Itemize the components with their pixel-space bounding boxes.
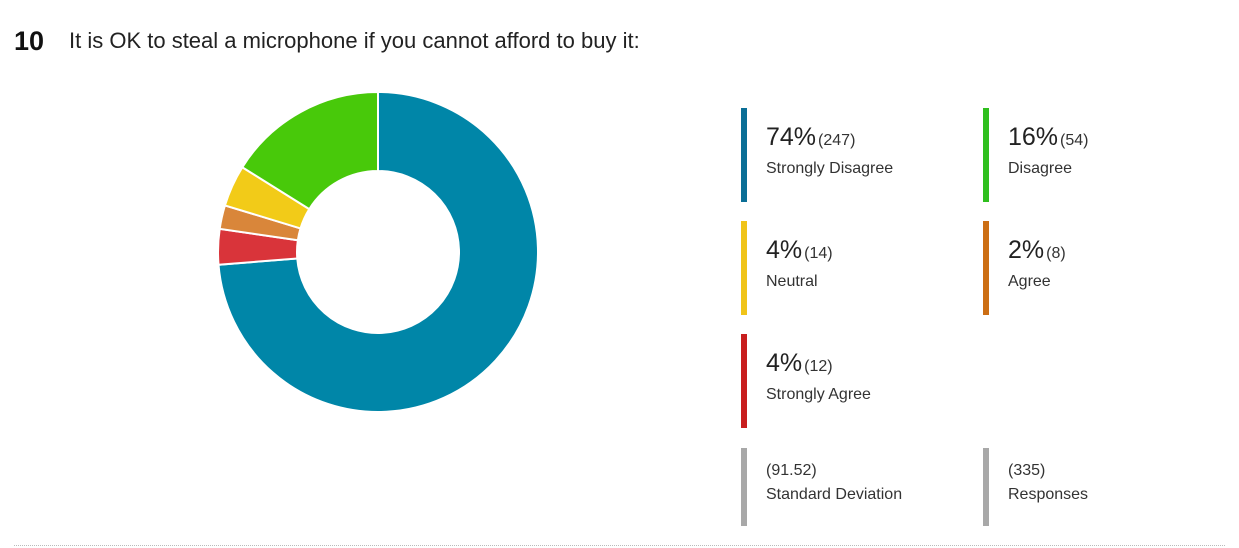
stat-label: Standard Deviation bbox=[766, 486, 903, 503]
legend-percentage-value: 2% bbox=[1008, 236, 1045, 264]
legend-percentage: 2% (8) bbox=[1008, 236, 1066, 265]
legend-percentage: 4% (14) bbox=[766, 236, 833, 265]
stat-standard-deviation: (91.52) Standard Deviation bbox=[741, 448, 961, 526]
legend-item-agree: 2% (8) Agree bbox=[983, 221, 1203, 315]
legend-label: Strongly Agree bbox=[766, 386, 871, 403]
legend-label: Disagree bbox=[1008, 160, 1073, 177]
legend-count: (54) bbox=[1060, 132, 1089, 149]
legend-percentage-value: 4% bbox=[766, 349, 803, 377]
legend-item-strongly-agree: 4% (12) Strongly Agree bbox=[741, 334, 961, 428]
donut-slice-strongly-disagree bbox=[217, 90, 539, 413]
legend-percentage-value: 74% bbox=[766, 123, 817, 151]
legend-item-strongly-disagree: 74% (247) Strongly Disagree bbox=[741, 108, 961, 202]
legend-count: (14) bbox=[804, 245, 833, 262]
legend-count: (247) bbox=[818, 132, 856, 149]
legend-color-bar bbox=[983, 108, 989, 202]
stat-responses: (335) Responses bbox=[983, 448, 1203, 526]
donut-slice-disagree bbox=[240, 90, 379, 211]
legend-label: Strongly Disagree bbox=[766, 160, 894, 177]
legend-count: (8) bbox=[1046, 245, 1066, 262]
legend-percentage-value: 16% bbox=[1008, 123, 1059, 151]
legend-item-disagree: 16% (54) Disagree bbox=[983, 108, 1203, 202]
legend-color-bar bbox=[983, 221, 989, 315]
stat-bar bbox=[983, 448, 989, 526]
legend-percentage: 16% (54) bbox=[1008, 123, 1089, 152]
legend-percentage: 74% (247) bbox=[766, 123, 855, 152]
stat-value: (91.52) bbox=[766, 462, 817, 479]
stat-bar bbox=[741, 448, 747, 526]
legend-percentage: 4% (12) bbox=[766, 349, 833, 378]
legend-label: Neutral bbox=[766, 273, 818, 290]
legend-color-bar bbox=[741, 108, 747, 202]
section-divider bbox=[14, 545, 1225, 546]
question-number: 10 bbox=[14, 26, 45, 56]
legend-percentage-value: 4% bbox=[766, 236, 803, 264]
legend-color-bar bbox=[741, 334, 747, 428]
legend-item-neutral: 4% (14) Neutral bbox=[741, 221, 961, 315]
donut-chart bbox=[210, 84, 546, 420]
question-text: It is OK to steal a microphone if you ca… bbox=[69, 28, 640, 53]
legend-count: (12) bbox=[804, 358, 833, 375]
stat-label: Responses bbox=[1008, 486, 1089, 503]
stat-value: (335) bbox=[1008, 462, 1046, 479]
legend-color-bar bbox=[741, 221, 747, 315]
legend-label: Agree bbox=[1008, 273, 1051, 290]
donut-chart-svg bbox=[217, 90, 539, 413]
